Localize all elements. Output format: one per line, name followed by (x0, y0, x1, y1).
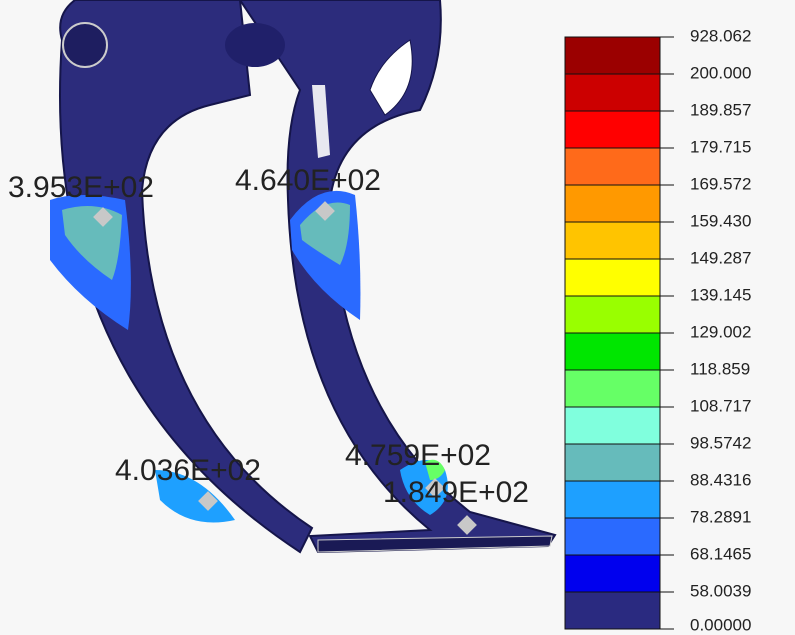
legend-band (565, 444, 660, 481)
legend-band (565, 185, 660, 222)
legend-band (565, 111, 660, 148)
legend-label: 200.000 (690, 63, 751, 82)
legend-label: 98.5742 (690, 433, 751, 452)
stress-annotation: 1.849E+02 (383, 476, 529, 509)
stress-annotation: 3.953E+02 (8, 171, 154, 204)
legend-band (565, 481, 660, 518)
legend-label: 149.287 (690, 248, 751, 267)
legend-label: 928.062 (690, 26, 751, 45)
color-legend: 928.062 200.000 189.857 179.715 169.572 159.4… (565, 26, 751, 634)
legend-band (565, 555, 660, 592)
legend-band (565, 74, 660, 111)
legend-band (565, 37, 660, 74)
stress-annotation: 4.036E+02 (115, 454, 261, 487)
legend-label: 108.717 (690, 396, 751, 415)
legend-band (565, 518, 660, 555)
legend-label: 58.0039 (690, 581, 751, 600)
legend-label: 118.859 (690, 359, 750, 378)
legend-label: 78.2891 (690, 507, 751, 526)
legend-label: 139.145 (690, 285, 751, 304)
viewport: 3.953E+02 4.640E+02 4.036E+02 4.759E+02 … (0, 0, 795, 635)
legend-label: 159.430 (690, 211, 751, 230)
legend-label: 179.715 (690, 137, 751, 156)
legend-band (565, 259, 660, 296)
legend-band (565, 222, 660, 259)
legend-band (565, 592, 660, 629)
legend-band (565, 407, 660, 444)
legend-band (565, 370, 660, 407)
legend-label: 68.1465 (690, 544, 751, 563)
legend-band (565, 148, 660, 185)
legend-label: 189.857 (690, 100, 751, 119)
scene: 3.953E+02 4.640E+02 4.036E+02 4.759E+02 … (0, 0, 795, 635)
legend-label: 88.4316 (690, 470, 751, 489)
legend-label: 169.572 (690, 174, 751, 193)
stress-annotation: 4.759E+02 (345, 439, 491, 472)
legend-band (565, 333, 660, 370)
legend-band (565, 296, 660, 333)
stress-annotation: 4.640E+02 (235, 164, 381, 197)
legend-label: 129.002 (690, 322, 751, 341)
legend-label: 0.00000 (690, 615, 751, 634)
